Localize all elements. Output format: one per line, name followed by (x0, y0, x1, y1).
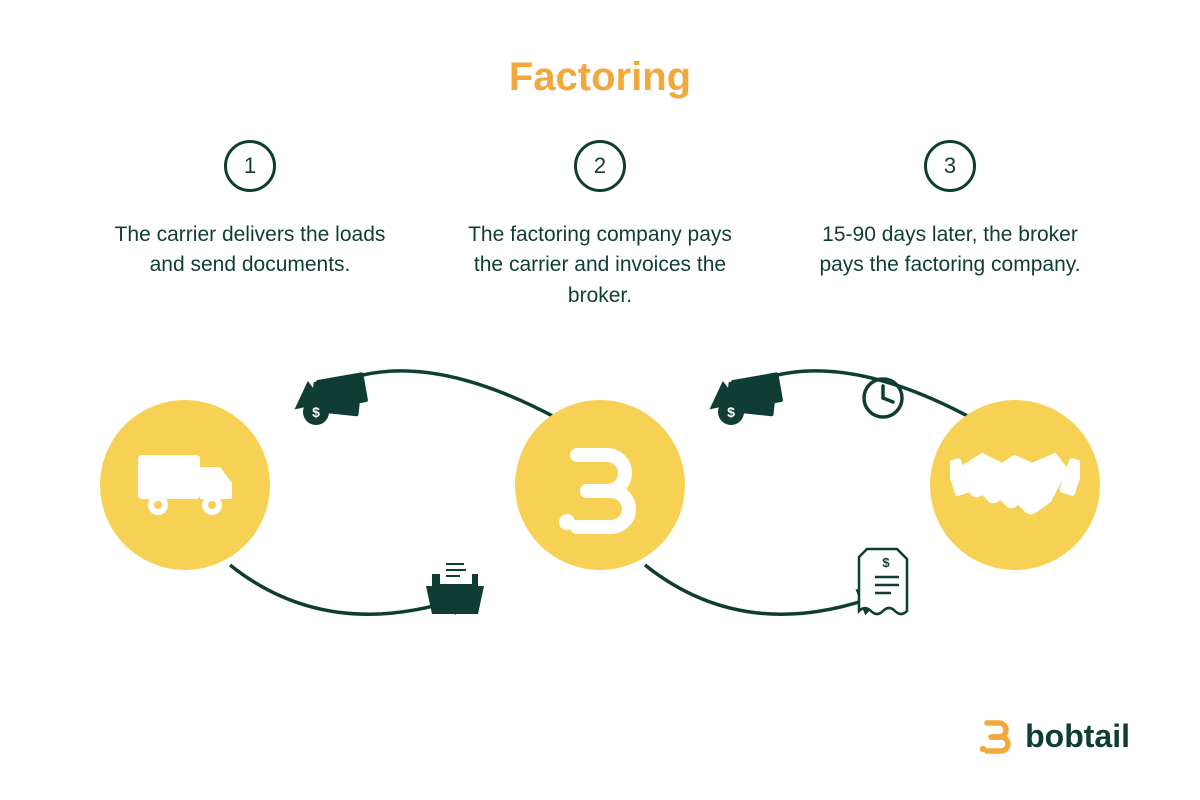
carrier-circle (100, 400, 270, 570)
money-icon-1: $ (300, 370, 380, 430)
flow-diagram: $ $ (0, 350, 1200, 650)
footer-logo: bobtail (977, 717, 1130, 755)
step-1-badge: 1 (224, 140, 276, 192)
arrow-bottom-2 (645, 565, 880, 614)
step-3: 3 15-90 days later, the broker pays the … (800, 140, 1100, 311)
money-icon-2: $ (715, 370, 795, 430)
documents-icon (420, 550, 490, 620)
broker-circle (930, 400, 1100, 570)
steps-row: 1 The carrier delivers the loads and sen… (0, 100, 1200, 311)
step-3-desc: 15-90 days later, the broker pays the fa… (810, 220, 1090, 281)
clock-icon (860, 375, 906, 421)
step-1: 1 The carrier delivers the loads and sen… (100, 140, 400, 311)
step-1-desc: The carrier delivers the loads and send … (110, 220, 390, 281)
svg-text:$: $ (727, 404, 735, 420)
bobtail-mark-icon (545, 430, 655, 540)
page-title: Factoring (0, 0, 1200, 100)
step-2-desc: The factoring company pays the carrier a… (460, 220, 740, 311)
invoice-icon: $ (855, 545, 915, 623)
step-2: 2 The factoring company pays the carrier… (450, 140, 750, 311)
svg-text:$: $ (882, 555, 890, 570)
svg-text:$: $ (312, 404, 320, 420)
bobtail-logo-icon (977, 717, 1015, 755)
step-2-badge: 2 (574, 140, 626, 192)
factoring-circle (515, 400, 685, 570)
step-3-badge: 3 (924, 140, 976, 192)
handshake-icon (950, 435, 1080, 535)
truck-icon (130, 445, 240, 525)
footer-brand-text: bobtail (1025, 718, 1130, 755)
